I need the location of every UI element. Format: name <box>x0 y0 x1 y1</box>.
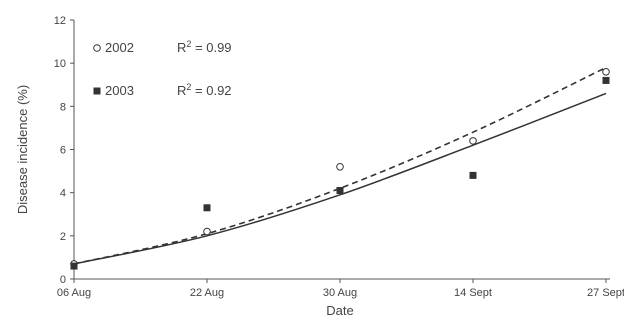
r-squared-symbol: R <box>177 83 186 98</box>
data-point-2003 <box>203 204 211 212</box>
r-squared-label: R2 = 0.92 <box>177 82 232 98</box>
data-point-2002 <box>602 68 610 76</box>
legend-label: 2002 <box>105 40 134 55</box>
x-tick-label: 14 Sept <box>454 287 492 299</box>
y-tick-label: 10 <box>54 58 66 70</box>
data-point-2002 <box>336 162 344 171</box>
r-squared-value: = 0.99 <box>191 40 231 55</box>
data-point-2003 <box>336 187 344 195</box>
data-point-2003 <box>469 171 477 179</box>
legend-label: 2003 <box>105 83 134 98</box>
r-squared-symbol: R <box>177 40 186 55</box>
y-tick-label: 4 <box>60 188 66 200</box>
x-tick-label: 06 Aug <box>57 287 91 299</box>
y-tick-label: 8 <box>60 101 66 113</box>
r-squared-value: = 0.92 <box>191 83 231 98</box>
axes: 0 2 4 6 8 10 12 06 Aug 22 Aug 30 Aug 14 Sept 27 Sep… <box>15 15 624 318</box>
data-point-2002 <box>469 137 477 145</box>
x-tick-label: 27 Sept <box>587 287 624 299</box>
data-point-2003 <box>70 262 78 270</box>
data-point-2002 <box>203 227 211 236</box>
data-point-2003 <box>602 76 610 84</box>
r-squared-superscript: 2 <box>186 39 191 49</box>
x-tick-label: 22 Aug <box>190 287 224 299</box>
x-tick-label: 30 Aug <box>323 287 357 299</box>
r-squared-label: R2 = 0.99 <box>177 39 232 55</box>
legend-marker-2003 <box>93 87 101 95</box>
y-tick-label: 2 <box>60 231 66 243</box>
y-tick-label: 0 <box>60 274 66 286</box>
fit-line-2002 <box>73 66 607 265</box>
legend-marker-2002 <box>93 44 101 52</box>
y-tick-label: 6 <box>60 145 66 157</box>
fit-lines <box>73 66 607 265</box>
y-tick-label: 12 <box>54 15 66 27</box>
r-squared-superscript: 2 <box>186 82 191 92</box>
x-axis-title: Date <box>326 303 353 318</box>
data-points <box>70 68 610 270</box>
fit-line-2003 <box>73 92 607 265</box>
y-axis-title: Disease incidence (%) <box>15 85 30 214</box>
